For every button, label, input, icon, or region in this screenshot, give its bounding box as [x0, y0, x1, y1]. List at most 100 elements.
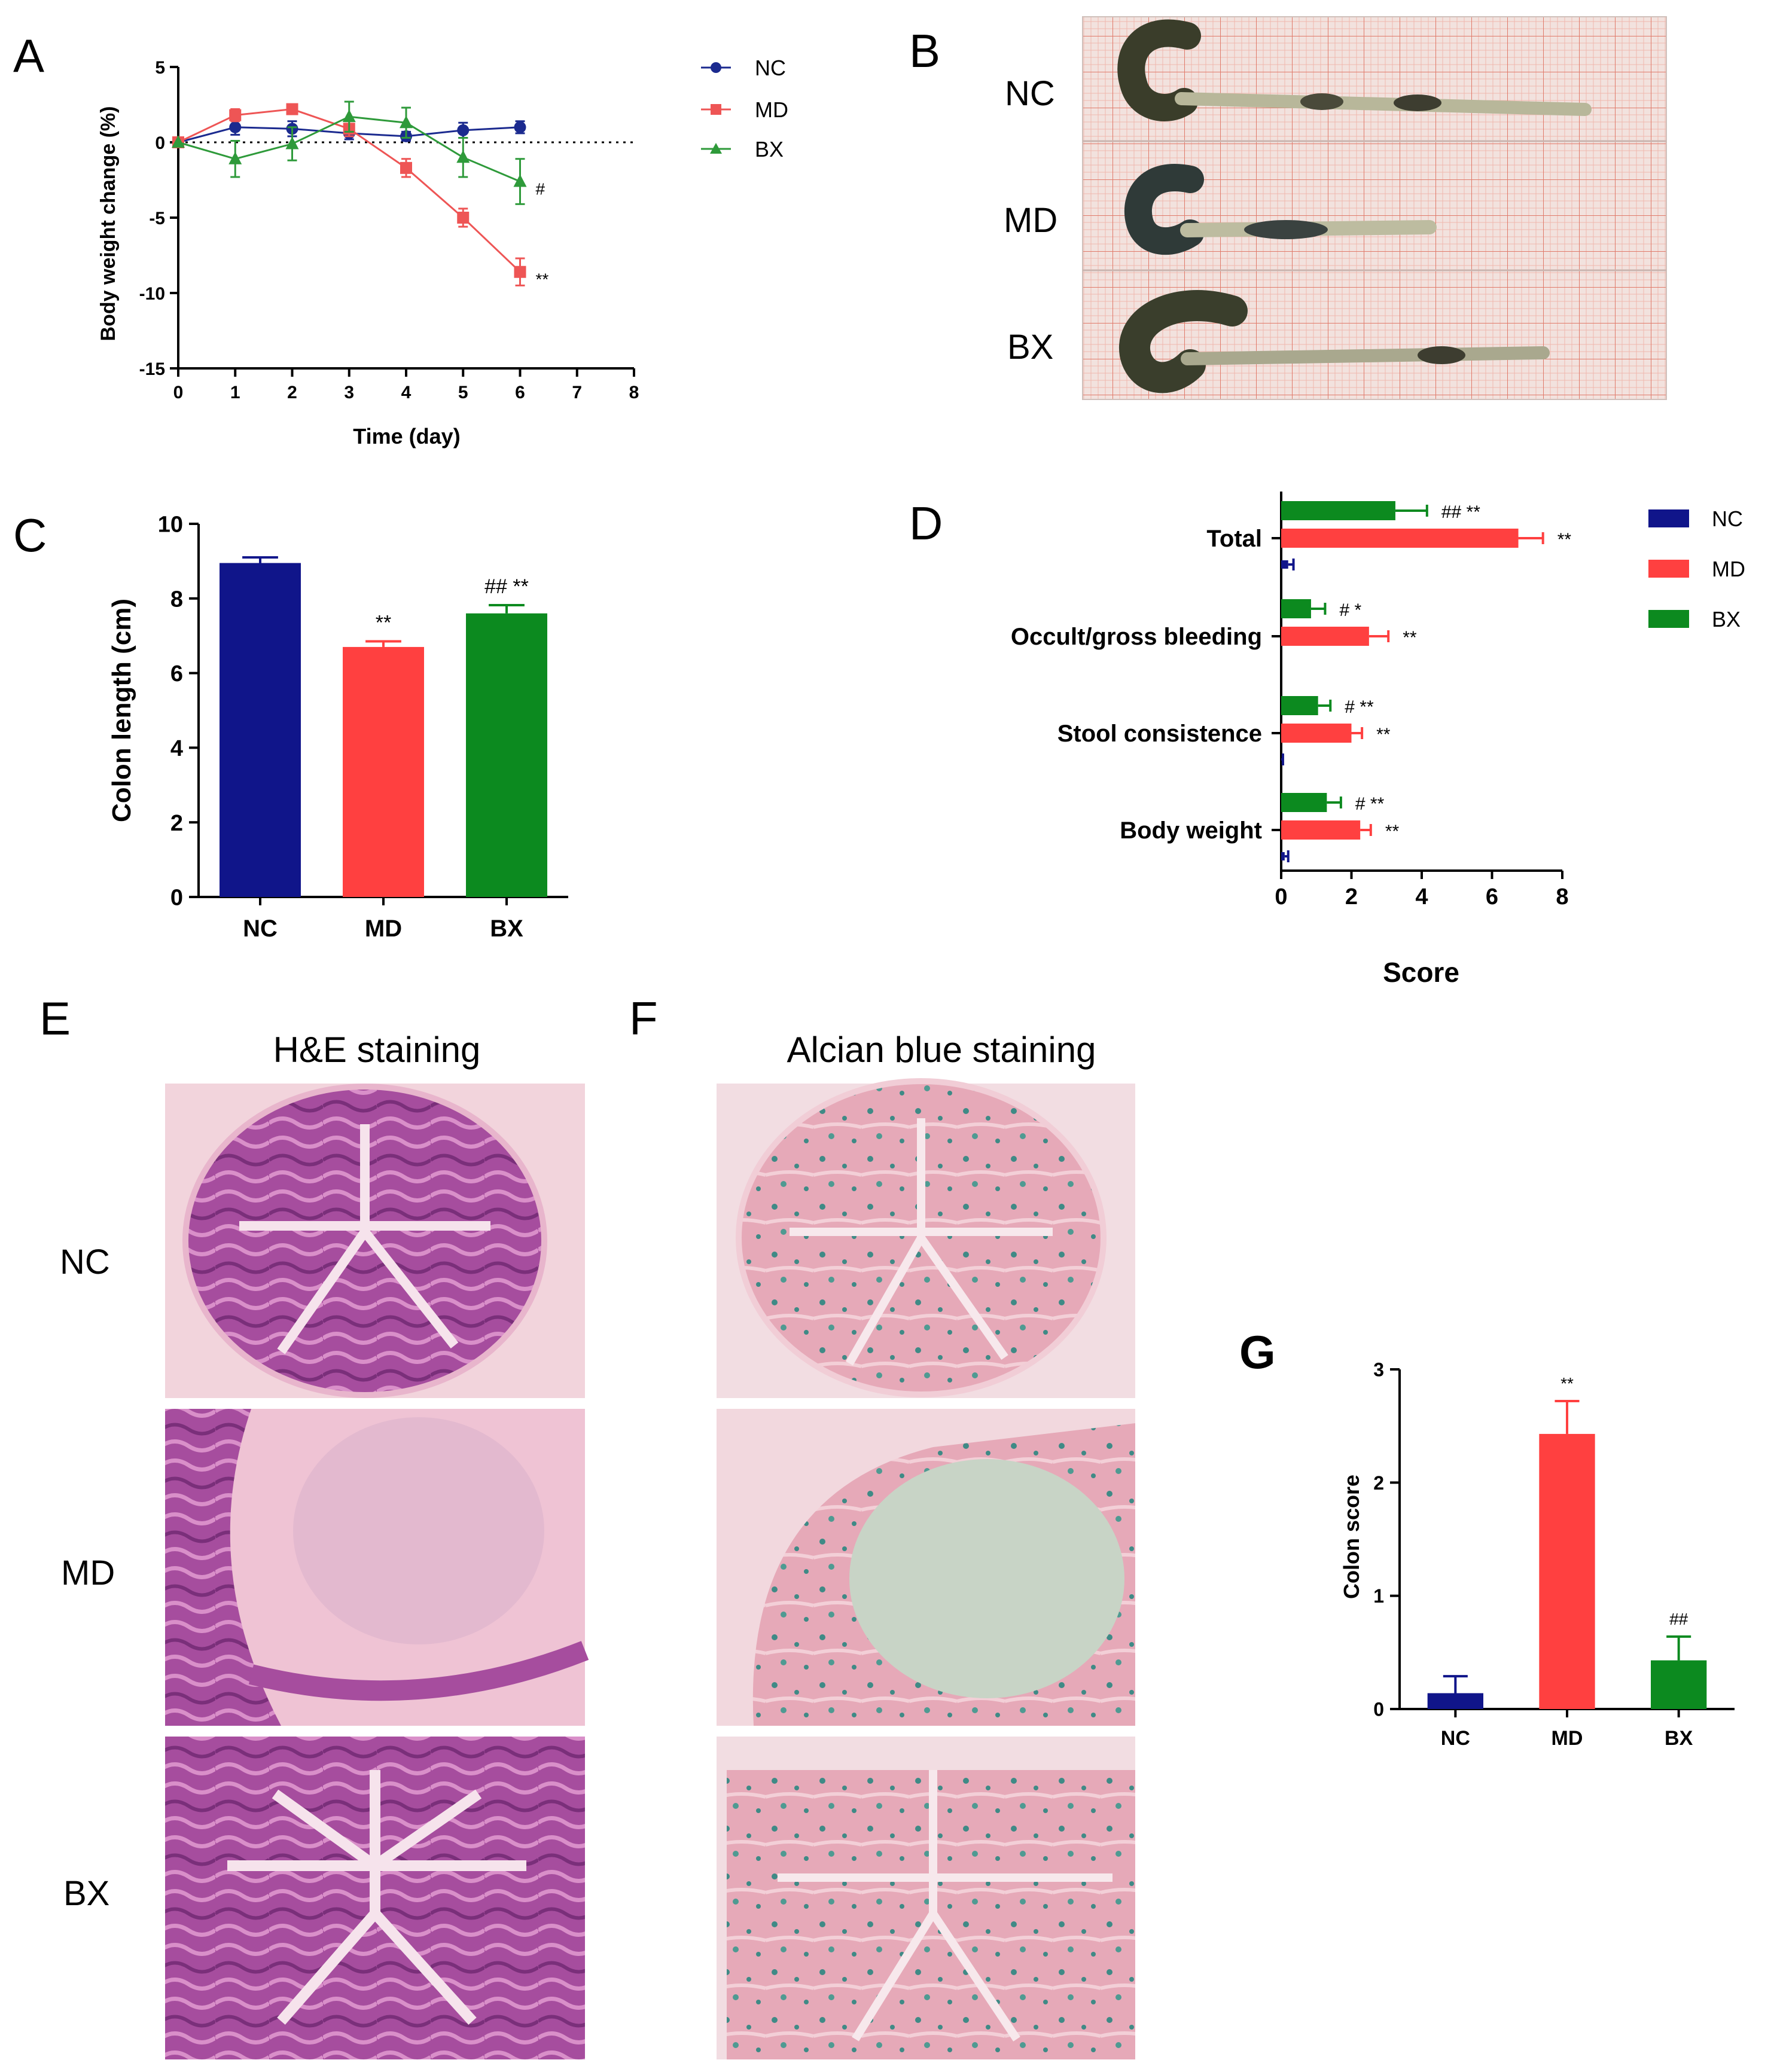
chart-d-category-label: Body weight [1120, 817, 1262, 844]
chart-c-ylabel: Colon length (cm) [107, 599, 136, 822]
chart-a-ytick-label: 0 [155, 133, 165, 153]
chart-a-xtick-label: 7 [572, 383, 582, 402]
chartG-bar-nc [1427, 1693, 1483, 1709]
chart-a-point-bx [285, 136, 299, 149]
he-label-bx: BX [63, 1874, 109, 1913]
chart-d-bar-nc [1281, 852, 1285, 860]
chart-d-annotation-md: ** [1385, 822, 1400, 841]
chartC-ytick-label: 6 [170, 661, 183, 686]
chart-a-annotation-bx: # [536, 180, 545, 199]
chart-d-bar-md [1281, 529, 1519, 548]
chart-a-xtick-label: 6 [515, 383, 525, 402]
alcian-tissue-md-lumen [849, 1459, 1124, 1698]
he-label-nc: NC [60, 1243, 110, 1281]
chartC-category-label: MD [365, 916, 402, 942]
chart-a-ytick-label: 5 [155, 58, 165, 78]
legend-label-nc: NC [755, 56, 786, 80]
colon-specimen-md [1124, 164, 1437, 255]
graph-paper-background [1082, 16, 1667, 400]
chart-a-point-bx [172, 135, 185, 148]
chart-d-legend: NC MD BX [1648, 506, 1745, 631]
chart-d-annotation-bx: # ** [1345, 697, 1374, 717]
chart-a-xtick-label: 5 [458, 383, 468, 402]
panel-letter-e: E [39, 992, 71, 1045]
chartC-ytick-label: 0 [170, 886, 183, 911]
he-tissue-md-wall [165, 1409, 281, 1726]
he-tissue-nc [182, 1084, 547, 1398]
chart-a-xtick-label: 8 [629, 383, 639, 402]
he-tissue-md-edge [248, 1641, 589, 1701]
chart-d-annotation-md: ** [1376, 725, 1391, 744]
chart-d-bar-bx [1281, 793, 1327, 812]
legend-label-nc-d: NC [1712, 506, 1743, 531]
colon-specimen-bx [1118, 290, 1550, 393]
chart-a-annotation-md: ** [536, 270, 549, 289]
chart-d-xlabel: Score [1383, 957, 1459, 988]
chart-a-point-md [514, 266, 526, 278]
chart-d-bar-bx [1281, 501, 1395, 520]
panel-letter-f: F [629, 992, 658, 1045]
chart-a-point-nc [229, 121, 242, 133]
chart-d-bar-nc [1281, 560, 1288, 569]
chart-a-point-bx [400, 115, 413, 129]
chart-a-point-bx [342, 109, 356, 123]
chartG-ytick-label: 3 [1373, 1359, 1384, 1380]
chart-a-point-nc [514, 121, 526, 133]
legend-swatch-md [1648, 560, 1689, 578]
legend-marker-bx [710, 143, 722, 154]
he-staining-title: H&E staining [273, 1030, 481, 1070]
chart-a-ylabel: Body weight change (%) [97, 106, 120, 341]
chartC-ytick-label: 10 [158, 512, 183, 538]
he-label-md: MD [61, 1554, 115, 1592]
chartC-ytick-label: 2 [170, 811, 183, 836]
legend-marker-nc [711, 62, 721, 73]
chart-a-point-nc [457, 124, 470, 136]
alcian-staining-title: Alcian blue staining [787, 1030, 1096, 1070]
chart-a-body-weight: Body weight change (%) Time (day) 5 0 -5 -1… [97, 58, 639, 448]
chart-a-xlabel: Time (day) [353, 424, 460, 448]
chartG-ytick-label: 2 [1373, 1472, 1384, 1494]
chart-a-point-md [229, 109, 242, 121]
chart-d-xtick-label: 4 [1415, 884, 1428, 910]
alcian-lumen-nc [790, 1118, 1053, 1366]
panel-letter-c: C [13, 509, 47, 562]
he-lumen-nc [239, 1124, 490, 1354]
legend-swatch-bx [1648, 610, 1689, 628]
chartC-ytick-label: 8 [170, 587, 183, 612]
legend-marker-md [711, 104, 721, 115]
chartC-annotation-md: ** [376, 612, 391, 634]
chart-d-dai-score: Score 0 2 4 6 8 Total ## ** ** Occult/gross blee… [1011, 492, 1571, 988]
photo-label-bx: BX [1007, 328, 1053, 367]
legend-label-bx-d: BX [1712, 607, 1741, 631]
chart-g-ylabel: Colon score [1339, 1475, 1364, 1599]
chart-a-legend: NC MD BX [701, 56, 788, 161]
chart-a-xtick-label: 2 [287, 383, 297, 402]
chartC-bar-nc [220, 563, 301, 897]
chartG-annotation-md: ** [1560, 1374, 1574, 1393]
chart-d-xtick-label: 2 [1345, 884, 1358, 910]
panel-letter-d: D [909, 497, 943, 550]
chart-d-bar-md [1281, 820, 1361, 840]
chart-d-xtick-label: 0 [1275, 884, 1287, 910]
chart-d-category-label: Occult/gross bleeding [1011, 624, 1262, 650]
alcian-lumen-bx [778, 1770, 1112, 2042]
chart-d-annotation-md: ** [1403, 628, 1417, 648]
chart-d-annotation-md: ** [1558, 530, 1572, 550]
chart-a-xtick-label: 3 [344, 383, 354, 402]
chart-a-point-bx [456, 150, 470, 163]
chart-d-bar-bx [1281, 696, 1318, 715]
chart-d-bar-bx [1281, 599, 1311, 618]
legend-swatch-nc [1648, 509, 1689, 527]
he-staining-panel: H&E staining NC MD BX [60, 1030, 589, 2059]
colon-specimen-nc [1117, 19, 1592, 121]
panel-letter-a: A [13, 29, 44, 82]
chart-a-point-bx [228, 151, 242, 164]
chart-g-colon-score: Colon score 0 1 2 3 NC MD ** BX ## [1339, 1359, 1735, 1750]
chart-a-xtick-label: 4 [401, 383, 412, 402]
chartC-category-label: BX [490, 916, 523, 942]
chart-a-ytick-label: -15 [139, 359, 165, 379]
legend-label-bx: BX [755, 137, 784, 161]
chartC-bar-bx [466, 613, 547, 897]
chart-a-point-bx [513, 174, 527, 187]
